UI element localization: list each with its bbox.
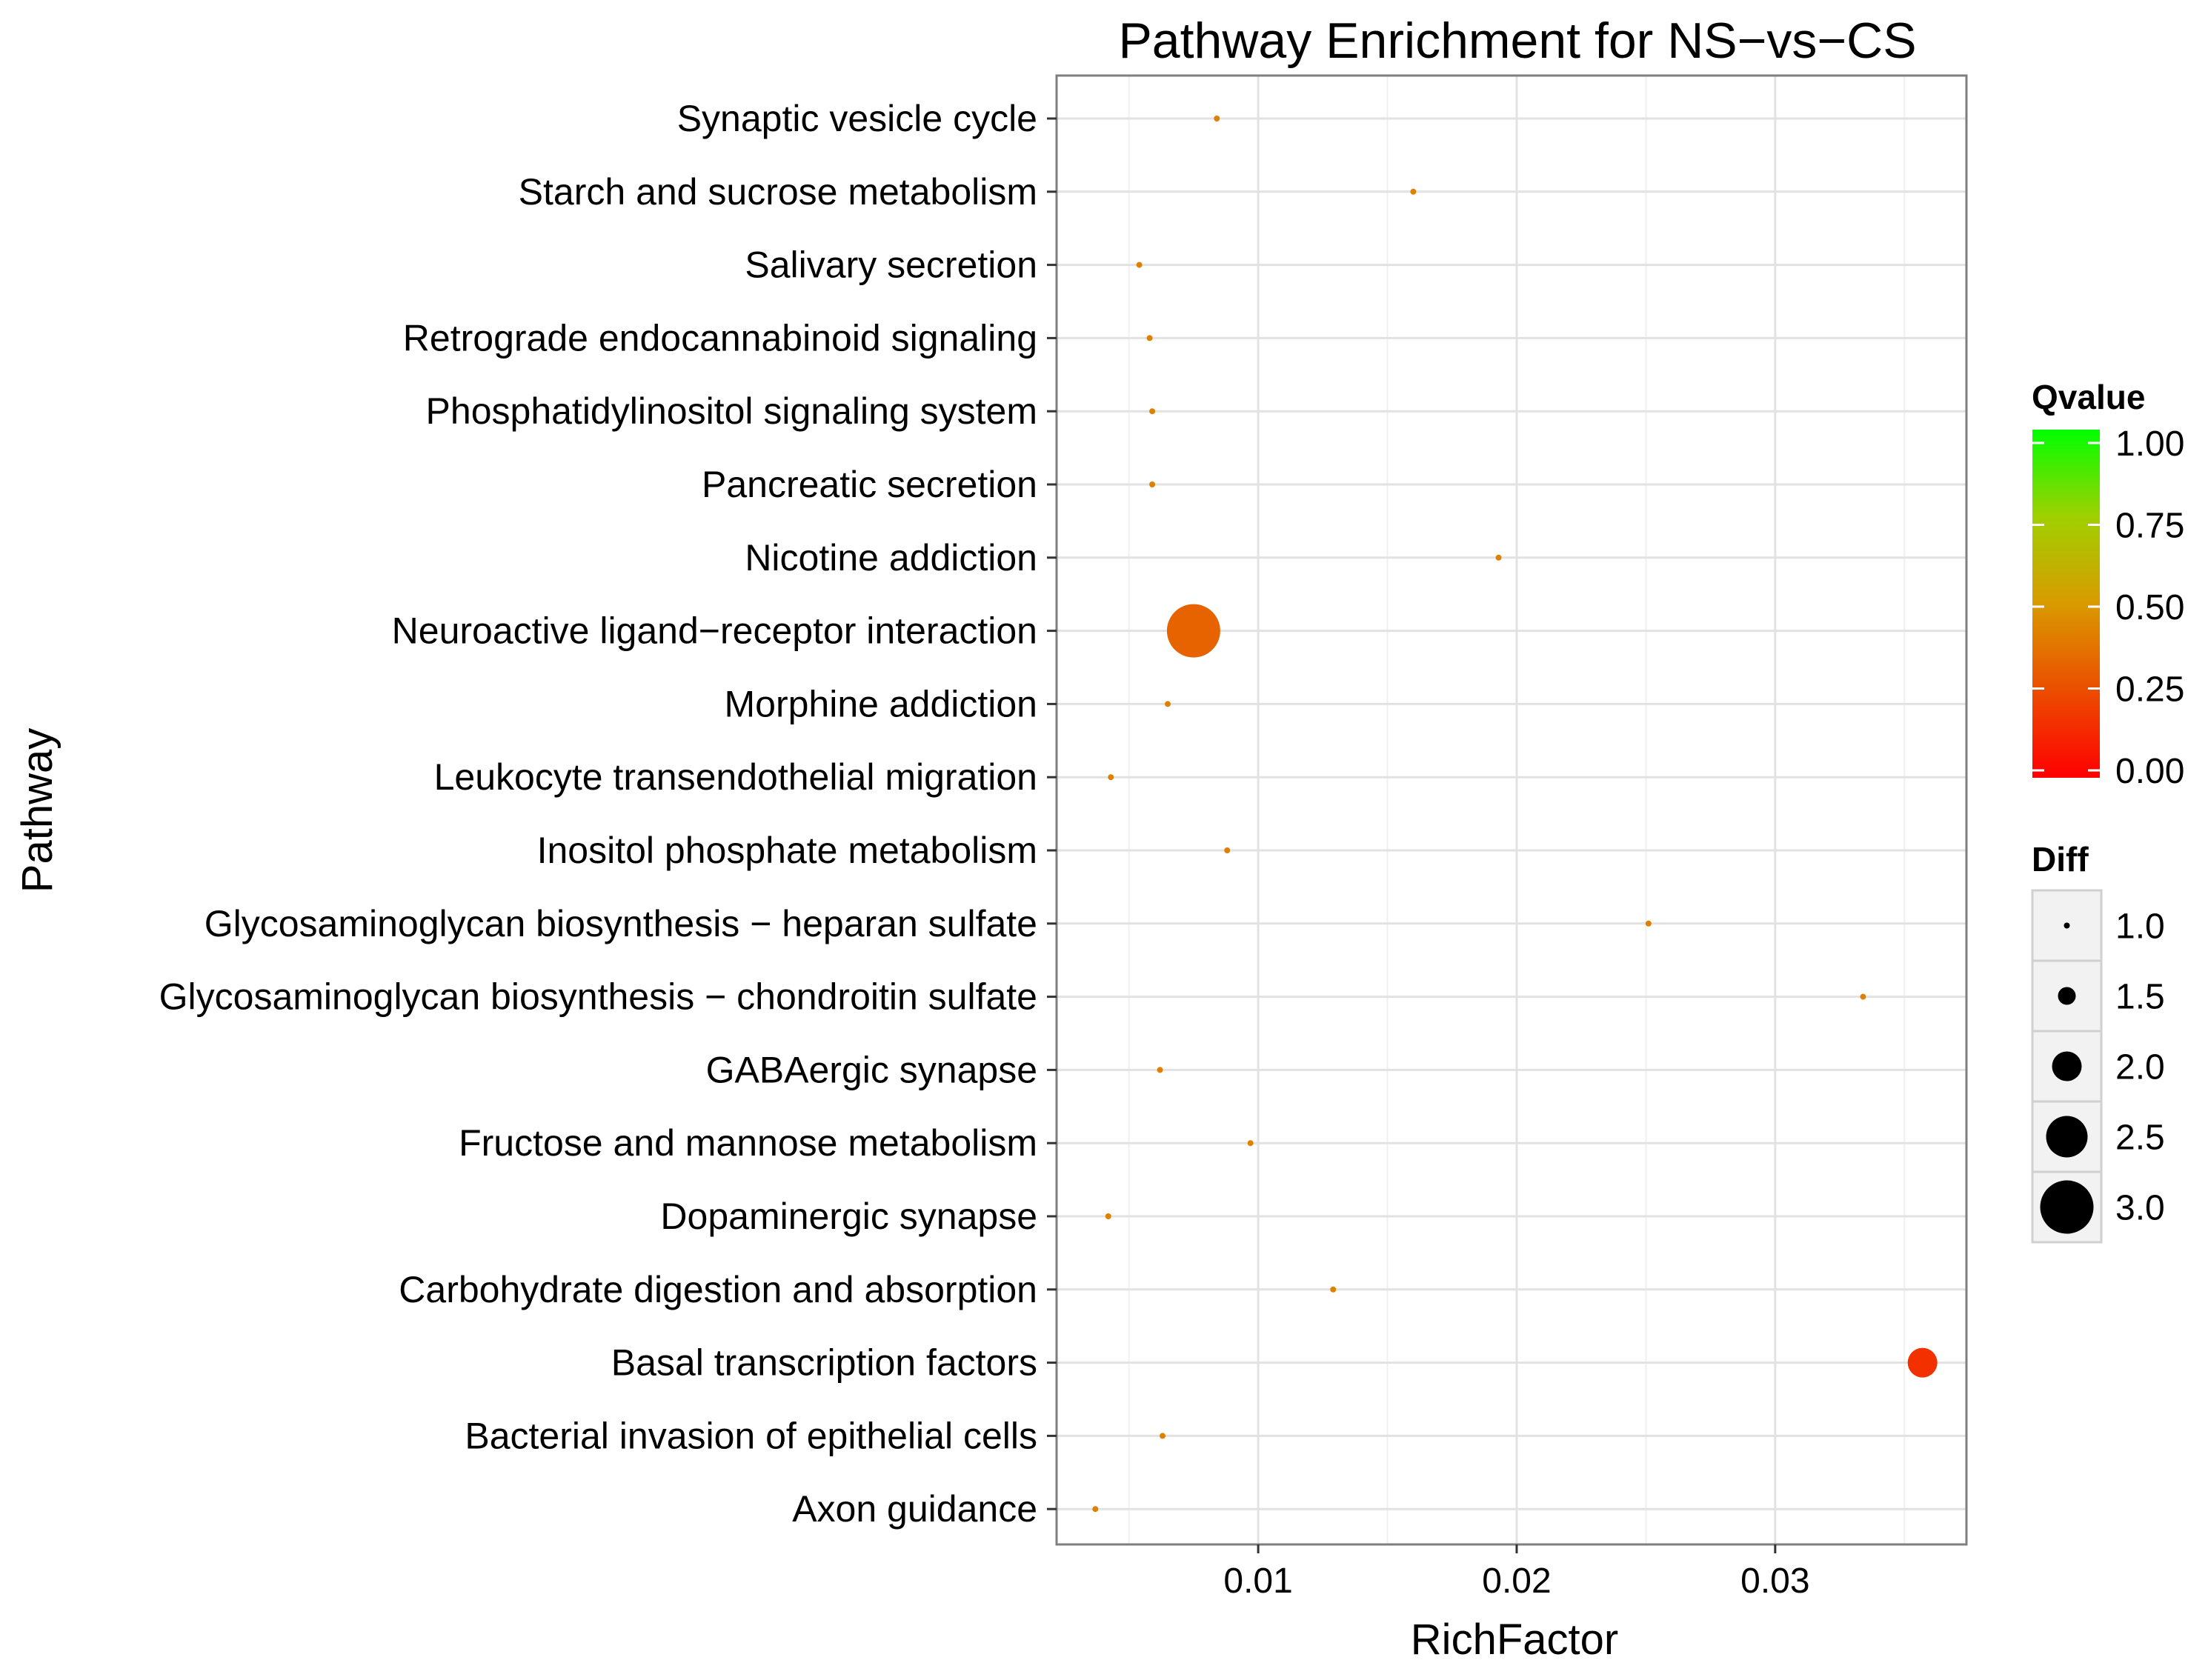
y-axis-title: Pathway xyxy=(13,728,61,893)
y-tick-label: Leukocyte transendothelial migration xyxy=(434,756,1037,798)
data-point xyxy=(1247,1140,1254,1147)
y-tick-label: Synaptic vesicle cycle xyxy=(677,98,1037,139)
y-tick-label: Retrograde endocannabinoid signaling xyxy=(403,317,1037,359)
legend: Qvalue 1.00 0.75 0.50 0.25 0.00 Diff 1.0 1.5 2… xyxy=(2031,378,2184,1244)
diff-legend-dot xyxy=(2046,1116,2088,1158)
data-point xyxy=(1495,554,1502,561)
y-tick-label: Salivary secretion xyxy=(745,244,1037,286)
data-point xyxy=(1410,188,1417,195)
chart-title: Pathway Enrichment for NS−vs−CS xyxy=(1118,13,1916,69)
y-tick-label: Fructose and mannose metabolism xyxy=(459,1122,1037,1164)
y-tick-label: Basal transcription factors xyxy=(611,1342,1037,1384)
data-points xyxy=(1092,116,1938,1513)
data-point xyxy=(1214,116,1220,121)
y-tick-label: Morphine addiction xyxy=(725,683,1038,724)
qvalue-tick-label: 0.25 xyxy=(2115,670,2184,710)
data-point xyxy=(1860,993,1866,1000)
qvalue-tick-label: 0.00 xyxy=(2115,752,2184,791)
y-tick-label: Nicotine addiction xyxy=(745,537,1037,579)
y-tick-label: Bacterial invasion of epithelial cells xyxy=(465,1415,1037,1456)
diff-legend-label: 3.0 xyxy=(2115,1189,2165,1228)
qvalue-tick-label: 0.75 xyxy=(2115,507,2184,546)
data-point xyxy=(1166,604,1220,658)
y-tick-label: Neuroactive ligand−receptor interaction xyxy=(392,610,1037,652)
diff-legend-label: 1.5 xyxy=(2115,978,2165,1017)
data-point xyxy=(1157,1067,1163,1073)
data-point xyxy=(1645,920,1652,927)
diff-legend-title: Diff xyxy=(2032,840,2089,879)
data-point xyxy=(1160,1433,1166,1439)
data-point xyxy=(1224,847,1231,853)
grid-lines xyxy=(1057,76,1966,1544)
data-point xyxy=(1105,1213,1111,1219)
data-point xyxy=(1092,1506,1099,1513)
qvalue-colorbar xyxy=(2032,430,2100,778)
data-point xyxy=(1907,1347,1938,1378)
x-axis-ticks: 0.01 0.02 0.03 xyxy=(1223,1544,1810,1601)
data-point xyxy=(1149,408,1156,415)
diff-legend-dot xyxy=(2064,922,2070,929)
qvalue-legend-title: Qvalue xyxy=(2032,378,2145,416)
y-tick-label: Phosphatidylinositol signaling system xyxy=(426,390,1037,432)
diff-legend-label: 2.0 xyxy=(2115,1048,2165,1087)
y-axis-ticks: Synaptic vesicle cycle Starch and sucrose… xyxy=(159,98,1057,1530)
y-tick-label: Inositol phosphate metabolism xyxy=(537,830,1037,871)
y-tick-label: Glycosaminoglycan biosynthesis − chondro… xyxy=(159,976,1037,1018)
diff-legend-dot xyxy=(2052,1051,2082,1081)
data-point xyxy=(1108,774,1114,781)
y-tick-label: Pancreatic secretion xyxy=(702,464,1037,505)
y-tick-label: Dopaminergic synapse xyxy=(660,1196,1037,1237)
x-tick-label: 0.03 xyxy=(1740,1561,1809,1601)
diff-legend-key xyxy=(2031,889,2103,962)
x-tick-label: 0.01 xyxy=(1223,1561,1292,1601)
plot-border xyxy=(1055,74,1968,1546)
y-tick-label: Axon guidance xyxy=(792,1488,1037,1530)
y-tick-label: GABAergic synapse xyxy=(706,1049,1037,1090)
diff-legend-label: 1.0 xyxy=(2115,907,2165,947)
data-point xyxy=(1146,335,1153,341)
data-point xyxy=(1165,701,1171,707)
diff-legend-keys: 1.0 1.5 2.0 2.5 3.0 xyxy=(2031,889,2165,1244)
data-point xyxy=(1136,261,1143,268)
plot-panel xyxy=(1057,76,1966,1544)
x-tick-label: 0.02 xyxy=(1482,1561,1551,1601)
x-axis-title: RichFactor xyxy=(1411,1616,1618,1664)
diff-legend-label: 2.5 xyxy=(2115,1119,2165,1158)
y-tick-label: Starch and sucrose metabolism xyxy=(519,171,1037,213)
qvalue-tick-label: 0.50 xyxy=(2115,588,2184,627)
y-tick-label: Carbohydrate digestion and absorption xyxy=(399,1269,1037,1310)
data-point xyxy=(1149,481,1156,487)
data-point xyxy=(1330,1286,1337,1293)
y-tick-label: Glycosaminoglycan biosynthesis − heparan… xyxy=(204,903,1037,944)
diff-legend-dot xyxy=(2058,987,2076,1005)
qvalue-tick-label: 1.00 xyxy=(2115,424,2184,464)
qvalue-legend-ticks: 1.00 0.75 0.50 0.25 0.00 xyxy=(2032,424,2184,791)
diff-legend-dot xyxy=(2040,1180,2094,1234)
